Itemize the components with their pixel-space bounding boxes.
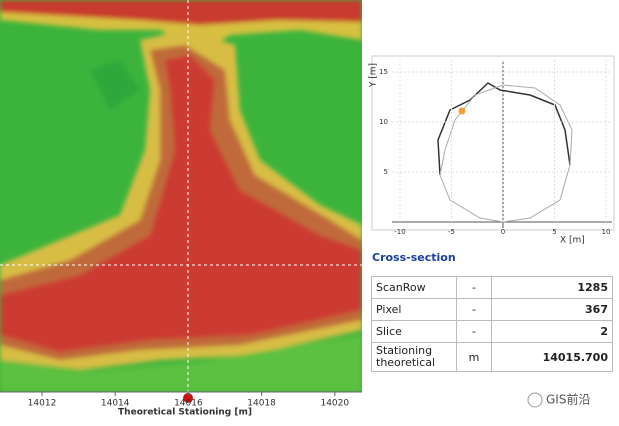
x-tick-label: 14018	[247, 399, 276, 409]
watermark: GIS前沿	[546, 392, 590, 407]
x-axis-label: X [m]	[560, 236, 585, 246]
table-cell: m	[456, 342, 492, 372]
x-tick-label: -5	[448, 228, 455, 236]
x-tick-label: 14016	[174, 399, 203, 409]
y-tick-label: 15	[379, 68, 388, 76]
x-tick-label: 0	[501, 228, 505, 236]
x-tick-label: 5	[552, 228, 556, 236]
table-cell: Slice	[371, 320, 457, 343]
table-row: Pixel -367	[371, 298, 613, 321]
table-cell: Pixel	[371, 298, 457, 321]
table-row: Stationing theoretical m 14015.700	[371, 342, 613, 372]
table-cell: -	[456, 298, 492, 321]
table-cell: -	[456, 276, 492, 299]
y-tick-label: 5	[384, 168, 388, 176]
x-tick-label: 10	[602, 228, 611, 236]
cross-section-plot: X [m] Y [m]	[369, 55, 615, 246]
table-cell: ScanRow	[371, 276, 457, 299]
table-row: ScanRow -1285	[371, 276, 613, 299]
table-row: Slice -2	[371, 320, 613, 343]
x-tick-label: 14014	[101, 399, 130, 409]
table-cell: 1285	[491, 276, 613, 299]
x-tick-label: -10	[394, 228, 405, 236]
x-tick-label: 14020	[320, 399, 349, 409]
axis-title: Theoretical Stationing [m]	[118, 408, 252, 418]
table-cell: 14015.700	[491, 342, 613, 372]
position-marker[interactable]	[183, 393, 193, 403]
table-cell: 367	[491, 298, 613, 321]
table-cell: 2	[491, 320, 613, 343]
y-axis-label: Y [m]	[369, 63, 379, 88]
x-tick-label: 14012	[28, 399, 57, 409]
heatmap	[0, 0, 362, 392]
table-cell: -	[456, 320, 492, 343]
y-tick-label: 10	[379, 118, 388, 126]
section-title: Cross-section	[372, 251, 456, 264]
table-cell: Stationing theoretical	[371, 342, 457, 372]
watermark-icon	[527, 392, 543, 408]
info-table: ScanRow -1285 Pixel -367 Slice -2 Stationing t…	[371, 276, 613, 372]
